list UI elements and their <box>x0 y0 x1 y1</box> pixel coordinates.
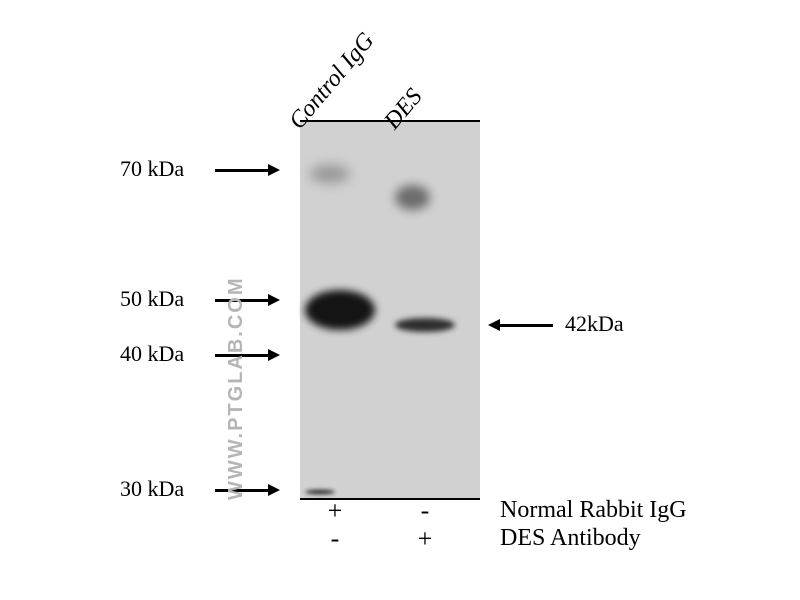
blot-band-0 <box>310 165 350 183</box>
treatment-symbol-r1-c1: + <box>415 524 435 554</box>
blot-band-2 <box>305 290 375 330</box>
mw-arrow-head-1 <box>268 294 280 306</box>
treatment-symbol-r1-c0: - <box>325 524 345 554</box>
mw-arrow-head-2 <box>268 349 280 361</box>
detected-arrow-line <box>498 324 553 327</box>
mw-label-2: 40 kDa <box>120 341 184 367</box>
treatment-label-1: DES Antibody <box>500 525 641 552</box>
mw-arrow-head-3 <box>268 484 280 496</box>
watermark: WWW.PTGLAB.COM <box>225 276 248 500</box>
mw-label-0: 70 kDa <box>120 156 184 182</box>
blot-band-4 <box>305 490 335 494</box>
blot-band-1 <box>395 185 430 210</box>
mw-arrow-line-0 <box>215 169 270 172</box>
mw-label-1: 50 kDa <box>120 286 184 312</box>
lane-header-0: Control IgG <box>284 28 380 135</box>
treatment-symbol-r0-c1: - <box>415 496 435 526</box>
mw-arrow-head-0 <box>268 164 280 176</box>
mw-label-3: 30 kDa <box>120 476 184 502</box>
blot-band-3 <box>395 318 455 332</box>
treatment-label-0: Normal Rabbit IgG <box>500 497 687 524</box>
detected-band-label: 42kDa <box>565 311 624 337</box>
treatment-symbol-r0-c0: + <box>325 496 345 526</box>
